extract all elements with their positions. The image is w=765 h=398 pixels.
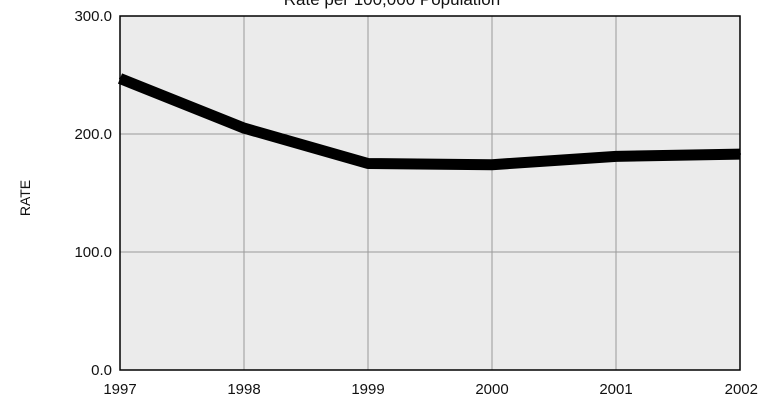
plot-frame: [119, 15, 741, 371]
x-axis-ticks: 1997 1998 1999 2000 2001 2002: [103, 381, 758, 398]
x-tick-label: 2002: [725, 381, 758, 398]
data-point-1999: [367, 162, 369, 165]
y-tick-label: 0.0: [91, 362, 112, 379]
x-tick-label: 1998: [227, 381, 260, 398]
plot-area: [120, 16, 740, 370]
y-axis-ticks: 0.0 100.0 200.0 300.0: [74, 8, 112, 379]
y-axis-label: RATE: [17, 180, 33, 216]
data-point-2000: [491, 163, 493, 166]
y-tick-label: 100.0: [74, 244, 112, 261]
x-tick-label: 2001: [599, 381, 632, 398]
x-tick-label: 2000: [475, 381, 508, 398]
data-point-2001: [615, 155, 617, 158]
x-tick-label: 1999: [351, 381, 384, 398]
y-tick-label: 300.0: [74, 8, 112, 25]
y-tick-label: 200.0: [74, 126, 112, 143]
data-point-1998: [243, 127, 245, 130]
series-line-0: [117, 73, 741, 171]
x-tick-label: 1997: [103, 381, 136, 398]
chart-title: Rate per 100,000 Population: [284, 0, 500, 9]
